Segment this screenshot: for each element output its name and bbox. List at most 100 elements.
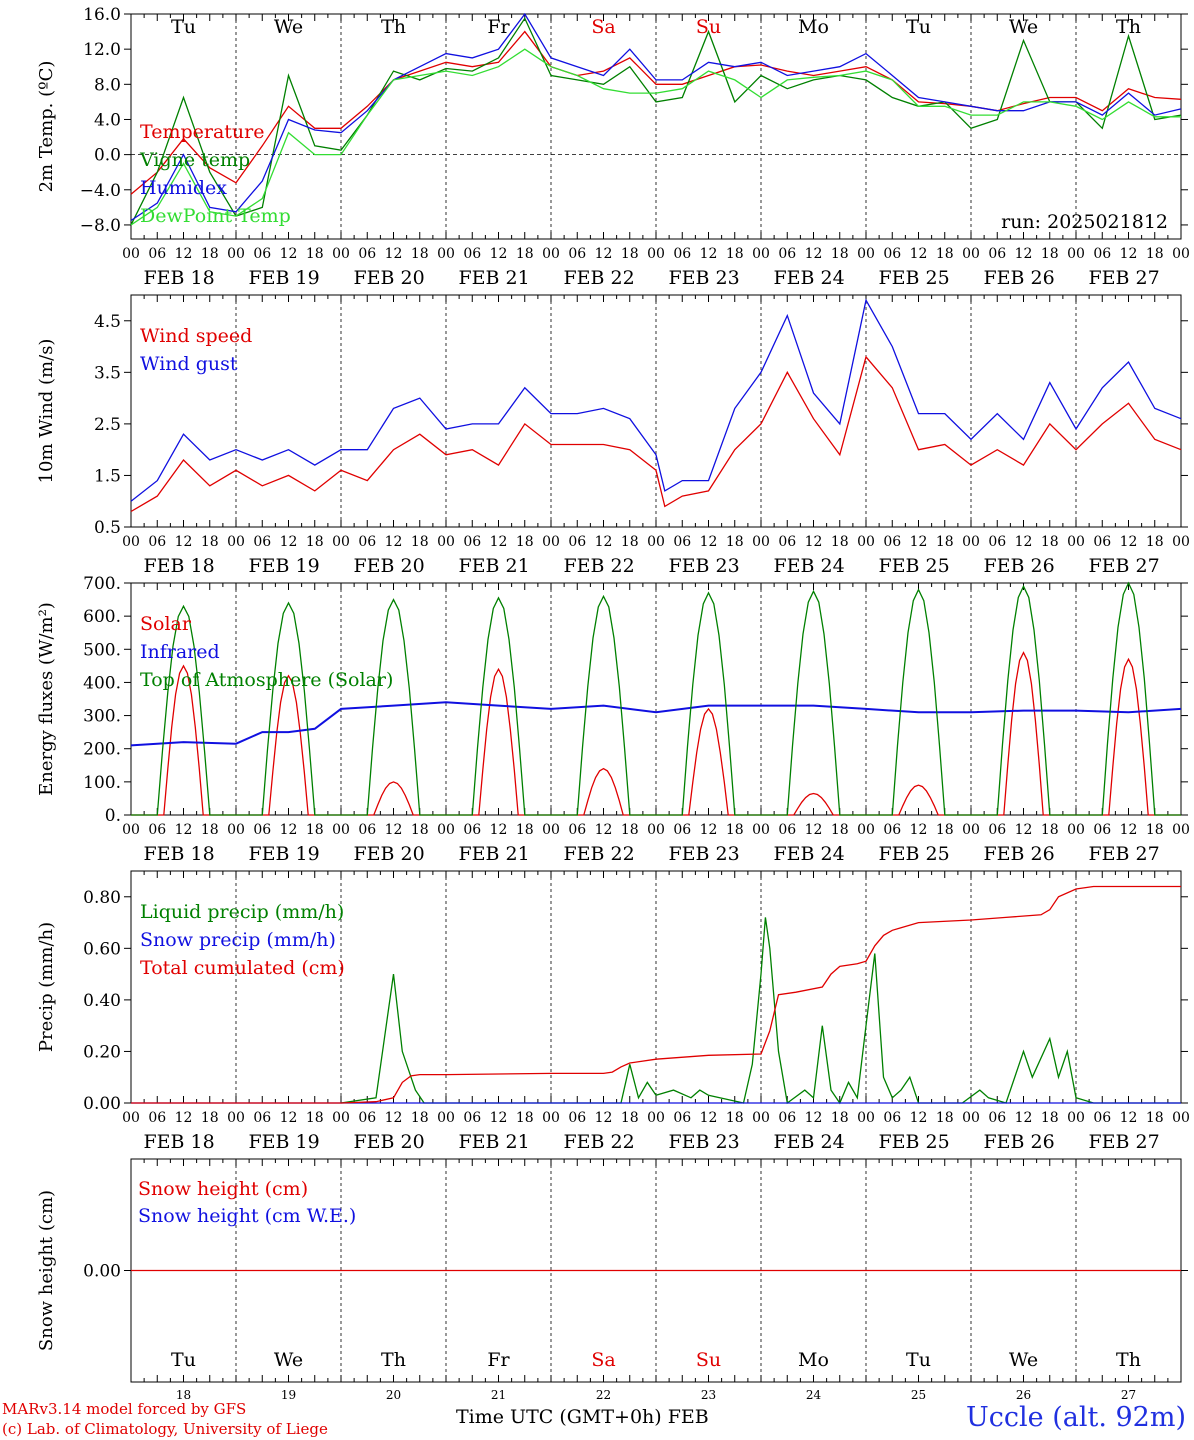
hour-label: 00 <box>227 1110 245 1126</box>
hour-label: 00 <box>1067 534 1085 550</box>
hour-label: 06 <box>463 822 481 838</box>
series-line <box>340 917 1181 1105</box>
date-label: FEB 22 <box>564 843 635 865</box>
hour-label: 00 <box>962 246 980 262</box>
hour-label: 00 <box>1172 1110 1190 1126</box>
day-name: Fr <box>487 16 510 38</box>
hour-label: 06 <box>778 822 796 838</box>
hour-label: 18 <box>726 822 744 838</box>
day-name: Th <box>381 16 406 38</box>
hour-label: 12 <box>1120 534 1138 550</box>
date-label: FEB 25 <box>879 267 950 289</box>
hour-label: 00 <box>542 822 560 838</box>
y-tick-label: 100. <box>83 773 121 793</box>
hour-label: 12 <box>910 1110 928 1126</box>
day-number: 20 <box>386 1388 401 1400</box>
hour-label: 18 <box>621 534 639 550</box>
hour-label: 12 <box>280 246 298 262</box>
y-tick-label: 700. <box>83 574 121 594</box>
hour-label: 18 <box>621 822 639 838</box>
legend-entry: Snow precip (mm/h) <box>140 929 336 951</box>
date-label: FEB 26 <box>984 1131 1055 1153</box>
hour-label: 18 <box>831 534 849 550</box>
y-tick-label: 1.5 <box>94 466 121 486</box>
hour-label: 18 <box>411 246 429 262</box>
series-line <box>130 17 1182 226</box>
legend-entry: Snow height (cm W.E.) <box>138 1205 356 1227</box>
y-tick-label: 300. <box>83 707 121 727</box>
day-name: Th <box>381 1349 406 1371</box>
date-label: FEB 25 <box>879 1131 950 1153</box>
hour-label: 18 <box>201 1110 219 1126</box>
legend-entry: Liquid precip (mm/h) <box>140 901 344 923</box>
date-label: FEB 19 <box>249 843 320 865</box>
hour-label: 00 <box>752 534 770 550</box>
hour-label: 12 <box>1120 246 1138 262</box>
panel-1: −8.0 −4.0 0.0 4.0 8.0 12.0 16.0 2m Temp. (ºC) Te… <box>36 5 1190 289</box>
hour-label: 12 <box>490 246 508 262</box>
date-label: FEB 27 <box>1089 1131 1160 1153</box>
hour-label: 06 <box>988 246 1006 262</box>
y-tick-label: −4.0 <box>80 181 121 201</box>
hour-label: 00 <box>437 246 455 262</box>
date-label: FEB 23 <box>669 843 740 865</box>
y-tick-label: 2.5 <box>94 415 121 435</box>
day-name: Mo <box>798 16 829 38</box>
day-name: Su <box>696 16 721 38</box>
day-number: 18 <box>176 1388 191 1400</box>
hour-label: 12 <box>595 822 613 838</box>
hour-label: 00 <box>647 534 665 550</box>
y-tick-label: −8.0 <box>80 216 121 236</box>
date-label: FEB 24 <box>774 843 845 865</box>
day-name: Tu <box>906 16 931 38</box>
legend-entry: Wind speed <box>140 325 252 347</box>
time-axis-label: Time UTC (GMT+0h) FEB <box>456 1406 709 1428</box>
hour-label: 18 <box>306 822 324 838</box>
hour-label: 06 <box>148 822 166 838</box>
hour-label: 06 <box>673 534 691 550</box>
hour-label: 12 <box>175 822 193 838</box>
hour-label: 18 <box>411 822 429 838</box>
date-label: FEB 22 <box>564 1131 635 1153</box>
station-label: Uccle (alt. 92m) <box>966 1402 1186 1433</box>
hour-label: 18 <box>726 534 744 550</box>
date-label: FEB 19 <box>249 267 320 289</box>
legend-entry: DewPoint Temp <box>140 205 291 227</box>
y-tick-label: 0.00 <box>83 1094 121 1114</box>
date-label: FEB 27 <box>1089 843 1160 865</box>
hour-label: 06 <box>148 246 166 262</box>
day-number: 27 <box>1121 1388 1136 1400</box>
hour-label: 00 <box>122 822 140 838</box>
hour-label: 06 <box>463 534 481 550</box>
hour-label: 12 <box>175 246 193 262</box>
hour-label: 00 <box>1067 1110 1085 1126</box>
hour-label: 12 <box>1015 1110 1033 1126</box>
y-tick-label: 4.0 <box>94 110 121 130</box>
hour-label: 18 <box>516 534 534 550</box>
hour-label: 06 <box>1093 1110 1111 1126</box>
hour-label: 00 <box>437 822 455 838</box>
hour-label: 06 <box>358 1110 376 1126</box>
hour-label: 18 <box>936 534 954 550</box>
hour-label: 00 <box>332 246 350 262</box>
day-number: 21 <box>491 1388 506 1400</box>
hour-label: 18 <box>1041 822 1059 838</box>
hour-label: 06 <box>673 246 691 262</box>
hour-label: 00 <box>122 1110 140 1126</box>
date-label: FEB 19 <box>249 555 320 577</box>
hour-label: 18 <box>201 246 219 262</box>
hour-label: 00 <box>962 822 980 838</box>
panel-5: 0.00 Snow height (cm) Snow height (cm) Snow… <box>36 1158 1188 1400</box>
hour-label: 12 <box>1015 246 1033 262</box>
hour-label: 18 <box>831 246 849 262</box>
hour-label: 06 <box>568 246 586 262</box>
hour-label: 00 <box>647 1110 665 1126</box>
day-number: 26 <box>1016 1388 1031 1400</box>
hour-label: 06 <box>673 1110 691 1126</box>
hour-label: 12 <box>385 1110 403 1126</box>
hour-label: 00 <box>542 246 560 262</box>
date-label: FEB 27 <box>1089 267 1160 289</box>
day-name: Su <box>696 1349 721 1371</box>
date-label: FEB 19 <box>249 1131 320 1153</box>
day-name: Tu <box>171 16 196 38</box>
